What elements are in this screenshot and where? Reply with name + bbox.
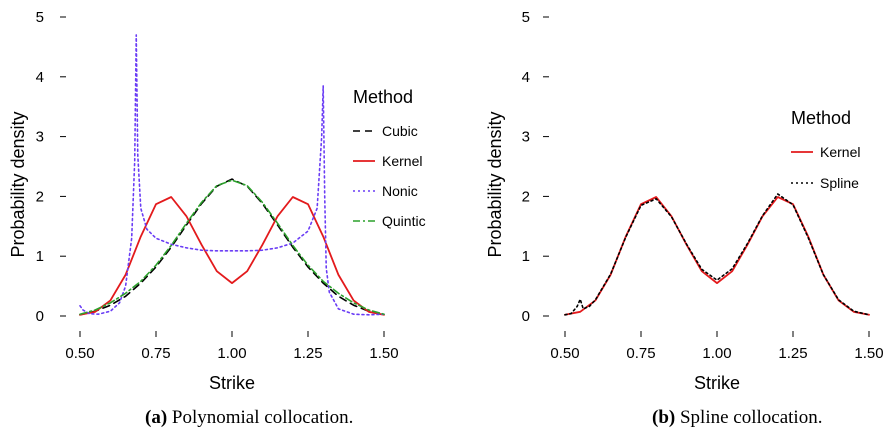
x-tick-label: 0.50 (65, 345, 94, 362)
y-tick-label: 1 (522, 248, 530, 265)
legend-label-kernel: Kernel (820, 144, 860, 160)
y-tick-label: 2 (522, 188, 530, 205)
caption-b: (b) Spline collocation. (652, 407, 822, 429)
y-axis-title: Probability density (485, 111, 505, 257)
y-tick-label: 0 (522, 308, 530, 325)
series-line-cubic (79, 178, 385, 316)
legend-label-quintic: Quintic (382, 213, 426, 229)
caption-a-label: (a) (145, 407, 168, 428)
x-tick-label: 1.00 (217, 345, 246, 362)
series-line-quintic (79, 179, 385, 316)
y-tick-label: 2 (36, 188, 44, 205)
x-tick-label: 1.00 (702, 345, 731, 362)
caption-a-text: Polynomial collocation. (167, 407, 354, 428)
x-tick-label: 1.50 (854, 345, 883, 362)
y-axis-title: Probability density (8, 111, 28, 257)
panel-b: 0 1 2 3 4 5 0.50 0.75 1.00 1.25 1.50 Strike Probabil… (485, 9, 884, 393)
y-tick-label: 3 (36, 129, 44, 146)
x-axis-title: Strike (694, 373, 740, 393)
legend-label-nonic: Nonic (382, 183, 418, 199)
y-tick-label: 3 (522, 129, 530, 146)
caption-b-text: Spline collocation. (675, 407, 823, 428)
y-tick-label: 5 (522, 9, 530, 26)
x-tick-label: 0.75 (626, 345, 655, 362)
x-tick-label: 0.50 (550, 345, 579, 362)
legend-title: Method (353, 87, 413, 107)
caption-b-label: (b) (652, 407, 676, 428)
series-line-spline (564, 193, 870, 316)
panel-a: 0 1 2 3 4 5 0.50 0.75 1.00 1.25 1.50 Strike Probabil… (8, 9, 426, 393)
y-tick-label: 4 (522, 69, 530, 86)
y-tick-label: 5 (36, 9, 44, 26)
legend-label-cubic: Cubic (382, 123, 418, 139)
x-tick-label: 1.25 (778, 345, 807, 362)
y-tick-label: 0 (36, 308, 44, 325)
y-tick-label: 1 (36, 248, 44, 265)
x-tick-label: 1.50 (369, 345, 398, 362)
y-tick-label: 4 (36, 69, 44, 86)
series-line-kernel (564, 196, 870, 316)
legend-label-spline: Spline (820, 175, 859, 191)
x-axis-title: Strike (209, 373, 255, 393)
caption-a: (a) Polynomial collocation. (145, 407, 353, 429)
x-tick-label: 0.75 (141, 345, 170, 362)
x-tick-label: 1.25 (293, 345, 322, 362)
series-line-kernel (79, 196, 385, 316)
legend-title: Method (791, 108, 851, 128)
legend-label-kernel: Kernel (382, 153, 422, 169)
